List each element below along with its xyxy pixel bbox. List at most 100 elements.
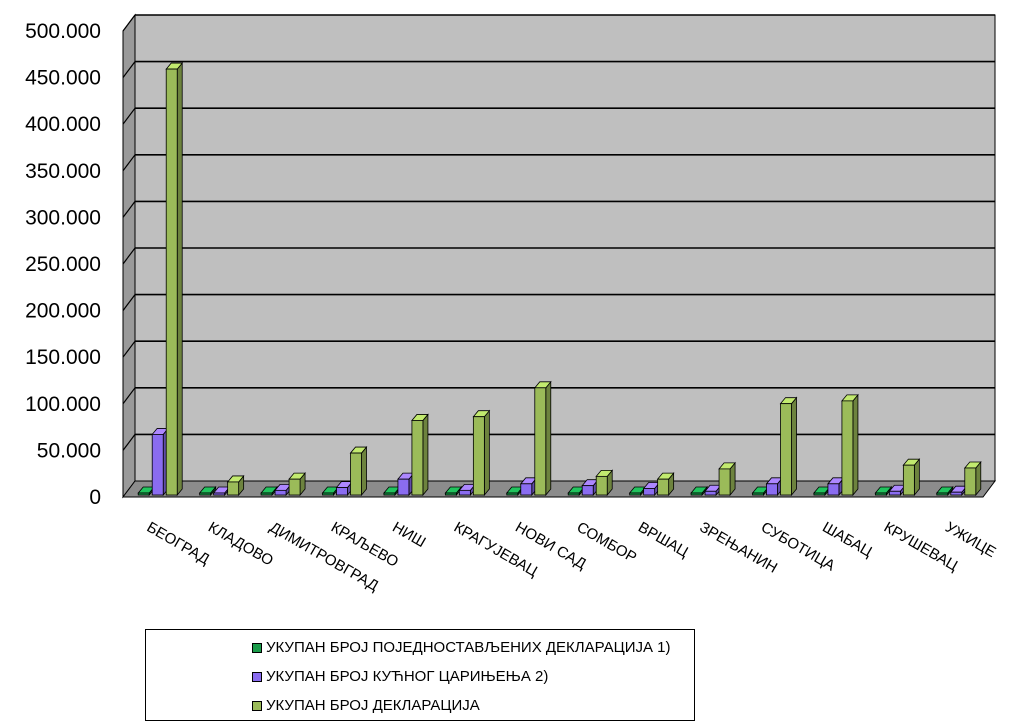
bar: [902, 458, 921, 497]
gridline-side: [122, 294, 136, 311]
bar-front: [506, 492, 519, 496]
bar-front: [718, 468, 731, 496]
bar-front: [165, 68, 178, 496]
bar: [519, 476, 538, 497]
bar-front: [752, 492, 764, 496]
y-tick-label: 0: [89, 486, 101, 509]
bar-front: [322, 492, 334, 496]
bar: [718, 461, 736, 497]
bar: [765, 476, 784, 497]
bar-side: [422, 413, 429, 497]
legend-label: УКУПАН БРОЈ ДЕКЛАРАЦИЈА: [266, 697, 480, 714]
legend-entry-total-declarations: УКУПАН БРОЈ ДЕКЛАРАЦИЈА: [252, 697, 480, 714]
gridline-side: [122, 434, 136, 451]
legend-swatch-purple: [252, 671, 262, 682]
bar: [288, 472, 306, 497]
y-tick-label: 100.000: [25, 393, 101, 416]
bar-front: [383, 492, 396, 496]
bar-side: [852, 393, 859, 497]
bar-front: [690, 492, 703, 496]
chart-gridlines: [122, 14, 995, 451]
legend-swatch-green: [252, 642, 262, 653]
bar-front: [227, 481, 240, 496]
gridline-side: [122, 107, 136, 125]
bar-front: [350, 452, 362, 496]
y-tick-label: 250.000: [25, 253, 101, 276]
gridline-side: [122, 247, 136, 265]
chart-legend: УКУПАН БРОЈ ПОЈЕДНОСТАВЉЕНИХ ДЕКЛАРАЦИЈА…: [145, 629, 695, 721]
legend-entry-home-customs: УКУПАН БРОЈ КУЋНОГ ЦАРИЊЕЊА 2): [252, 668, 548, 685]
y-tick-label: 50.000: [37, 439, 101, 462]
gridline-side: [122, 201, 136, 218]
legend-swatch-olive: [252, 700, 262, 711]
bar: [226, 474, 245, 497]
bar: [827, 476, 845, 497]
bar: [874, 485, 893, 497]
gridline-side: [122, 387, 136, 405]
bar: [841, 393, 859, 497]
bar-front: [213, 492, 226, 496]
bar: [935, 485, 954, 497]
bar-front: [813, 492, 826, 496]
legend-label: УКУПАН БРОЈ КУЋНОГ ЦАРИЊЕЊА 2): [266, 668, 549, 685]
x-tick-label: НИШ: [389, 519, 428, 551]
bar-front: [444, 492, 457, 496]
bar-front: [841, 400, 854, 496]
x-tick-label: БЕОГРАД: [144, 519, 213, 568]
bar-front: [260, 492, 273, 496]
bar-front: [458, 489, 471, 496]
x-tick-label: КЛАДОВО: [205, 519, 276, 570]
bar-front: [936, 492, 949, 496]
bar-front: [595, 475, 608, 496]
bar-side: [545, 380, 552, 497]
bar: [595, 469, 614, 497]
bar-side: [176, 61, 183, 497]
chart-walls: [122, 13, 996, 499]
bar: [198, 485, 217, 497]
gridline-side: [122, 154, 136, 172]
y-tick-label: 350.000: [25, 160, 101, 183]
bar-front: [151, 434, 164, 496]
chart-canvas: 0 50.000 100.000 150.000 200.000 250.000 300.0…: [25, 13, 999, 595]
bar-front: [472, 416, 485, 496]
bar-front: [643, 488, 656, 496]
bar-front: [567, 492, 580, 496]
y-tick-label: 150.000: [25, 346, 101, 369]
bar-front: [520, 483, 533, 496]
legend-label: УКУПАН БРОЈ ПОЈЕДНОСТАВЉЕНИХ ДЕКЛАРАЦИЈА…: [266, 639, 671, 656]
bar: [411, 413, 429, 497]
bar: [260, 485, 278, 497]
bar-front: [704, 490, 717, 496]
gridline-side: [122, 14, 136, 32]
bar-front: [902, 464, 915, 496]
bar-front: [950, 491, 963, 496]
bar-front: [657, 478, 670, 496]
bar: [779, 396, 798, 497]
bar-side: [791, 396, 797, 497]
bar-front: [534, 387, 547, 496]
bar: [349, 445, 368, 497]
y-tick-label: 500.000: [25, 20, 101, 43]
chart-bars: [137, 61, 982, 497]
bar-front: [874, 492, 887, 496]
bar: [533, 380, 552, 497]
y-tick-label: 450.000: [25, 67, 101, 90]
bar-front: [827, 483, 840, 496]
bar-front: [780, 403, 792, 496]
bar-front: [137, 492, 150, 496]
bar-front: [336, 487, 348, 496]
bar: [165, 61, 184, 497]
bar-front: [411, 420, 424, 496]
bar: [656, 472, 675, 497]
bar-front: [629, 492, 642, 496]
x-tick-label: ВРШАЦ: [635, 519, 691, 561]
y-tick-label: 400.000: [25, 113, 101, 136]
bar: [472, 409, 491, 497]
y-tick-label: 300.000: [25, 206, 101, 229]
gridline-side: [122, 340, 136, 358]
bar: [444, 485, 463, 497]
legend-entry-simplified-declarations: УКУПАН БРОЈ ПОЈЕДНОСТАВЉЕНИХ ДЕКЛАРАЦИЈА…: [252, 639, 671, 656]
bar-front: [888, 490, 901, 496]
bar-front: [964, 467, 977, 496]
bar-side: [361, 445, 367, 497]
